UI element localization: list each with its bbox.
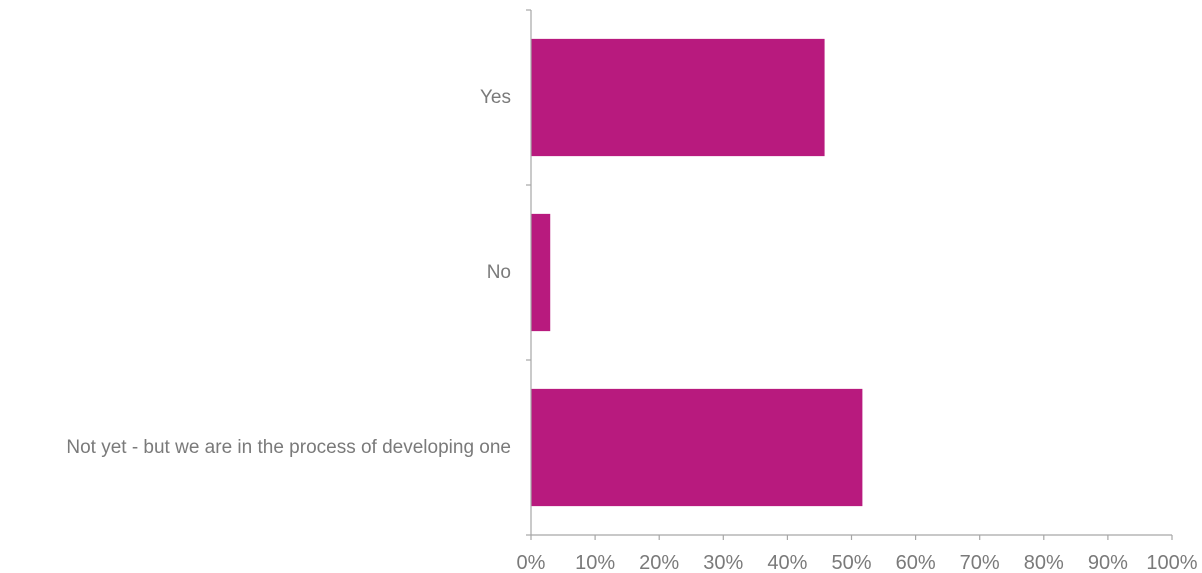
x-tick-label-9: 90%: [1088, 552, 1128, 573]
category-label-2: Not yet - but we are in the process of d…: [66, 437, 511, 458]
bar-1: [531, 213, 551, 332]
x-tick-label-4: 40%: [767, 552, 807, 573]
bars-group: [531, 38, 863, 507]
x-tick-labels-group: 0% 10% 20% 30% 40% 50% 60% 70% 80% 90% 100%: [517, 552, 1198, 573]
x-tick-label-1: 10%: [575, 552, 615, 573]
category-label-0: Yes: [480, 87, 511, 108]
category-labels-group: Yes No Not yet - but we are in the process…: [66, 87, 511, 458]
x-tick-label-2: 20%: [639, 552, 679, 573]
bar-0: [531, 38, 825, 157]
x-tick-label-5: 50%: [831, 552, 871, 573]
x-tick-label-10: 100%: [1146, 552, 1197, 573]
x-tick-label-7: 70%: [960, 552, 1000, 573]
category-label-1: No: [487, 262, 511, 283]
x-tick-label-6: 60%: [896, 552, 936, 573]
x-tick-label-8: 80%: [1024, 552, 1064, 573]
bar-2: [531, 388, 863, 507]
x-tick-label-0: 0%: [517, 552, 546, 573]
axes-group: [526, 9, 1173, 540]
x-tick-label-3: 30%: [703, 552, 743, 573]
